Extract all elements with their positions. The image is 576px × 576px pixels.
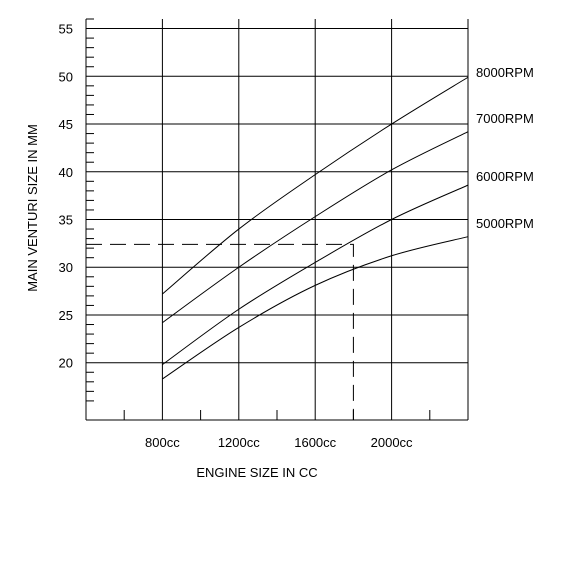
series-labels: 8000RPM 7000RPM 6000RPM 5000RPM xyxy=(476,65,534,231)
series-line-5000rpm xyxy=(162,236,469,380)
y-tick-label: 55 xyxy=(59,22,73,37)
x-tick-label: 1600cc xyxy=(294,435,336,450)
dashed-reading-line xyxy=(86,243,354,420)
y-tick-label: 30 xyxy=(59,260,73,275)
series-label-7000rpm: 7000RPM xyxy=(476,111,534,126)
series-label-6000rpm: 6000RPM xyxy=(476,169,534,184)
plot-frame xyxy=(85,19,469,421)
series-label-8000rpm: 8000RPM xyxy=(476,65,534,80)
series-line-8000rpm xyxy=(162,76,469,295)
series-line-7000rpm xyxy=(162,131,469,324)
y-tick-label: 50 xyxy=(59,69,73,84)
x-tick-label: 1200cc xyxy=(218,435,260,450)
x-tick-label: 800cc xyxy=(145,435,180,450)
x-tick-labels: 800cc 1200cc 1600cc 2000cc xyxy=(145,435,413,450)
series-lines xyxy=(162,76,469,380)
series-line-6000rpm xyxy=(162,184,469,366)
series-label-5000rpm: 5000RPM xyxy=(476,216,534,231)
y-tick-label: 45 xyxy=(59,117,73,132)
x-axis-title: ENGINE SIZE IN CC xyxy=(196,465,317,480)
grid xyxy=(86,19,468,420)
y-tick-label: 20 xyxy=(59,356,73,371)
x-tick-label: 2000cc xyxy=(371,435,413,450)
annotation xyxy=(86,243,354,420)
y-tick-label: 25 xyxy=(59,308,73,323)
y-axis-title: MAIN VENTURI SIZE IN MM xyxy=(25,124,40,292)
y-tick-labels: 20 25 30 35 40 45 50 55 xyxy=(59,22,73,371)
y-tick-label: 40 xyxy=(59,165,73,180)
y-tick-label: 35 xyxy=(59,213,73,228)
